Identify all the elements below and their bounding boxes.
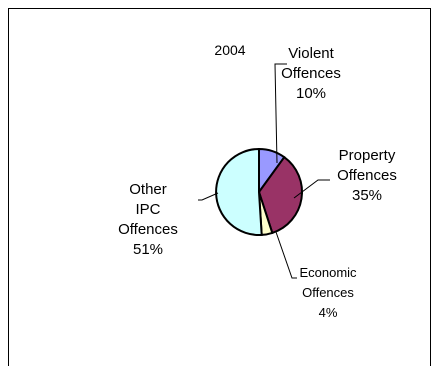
- pie-slice-property-offences: [257, 155, 303, 235]
- data-label-text: IPC: [135, 201, 160, 218]
- data-label-value: 51%: [133, 241, 163, 258]
- data-label-value: 4%: [319, 305, 338, 320]
- data-label-value: 35%: [352, 187, 382, 204]
- data-label-text: Offences: [281, 65, 341, 82]
- leader-line: [274, 63, 287, 164]
- pie-slices: [215, 147, 303, 236]
- leader-line: [293, 179, 330, 199]
- data-label-text: Offences: [118, 221, 178, 238]
- leader-lines: [198, 63, 330, 279]
- data-label-text: Offences: [302, 285, 354, 300]
- data-label-text: Other: [129, 181, 167, 198]
- data-labels: Violent Offences 10% Property Offences 35% Eco…: [118, 45, 397, 320]
- pie-slice-other-ipc-offences: [215, 147, 263, 236]
- data-label-text: Violent: [288, 45, 334, 62]
- data-label-text: Property: [339, 147, 396, 164]
- leader-line: [275, 231, 297, 279]
- leader-line: [198, 192, 219, 201]
- data-label-text: Offences: [337, 167, 397, 184]
- data-label-text: Economic: [299, 265, 357, 280]
- chart-title: 2004: [214, 42, 245, 58]
- chart-border: [8, 8, 431, 366]
- data-label-value: 10%: [296, 85, 326, 102]
